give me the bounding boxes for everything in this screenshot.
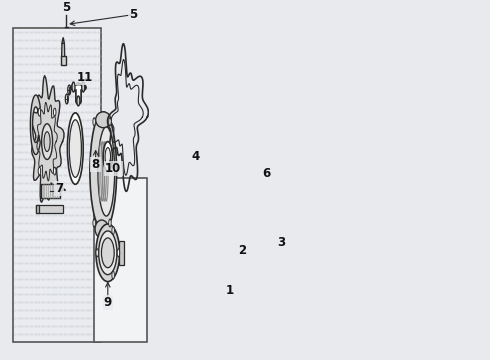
Text: 2: 2: [238, 244, 246, 257]
Circle shape: [93, 118, 96, 126]
Text: 8: 8: [92, 158, 100, 171]
Polygon shape: [30, 95, 40, 154]
Ellipse shape: [68, 113, 83, 184]
Ellipse shape: [101, 238, 114, 268]
Circle shape: [82, 82, 85, 92]
Circle shape: [103, 141, 112, 171]
Ellipse shape: [98, 127, 115, 216]
Circle shape: [68, 85, 71, 95]
Ellipse shape: [96, 112, 111, 128]
Circle shape: [38, 108, 41, 116]
Text: 11: 11: [76, 71, 93, 84]
Circle shape: [117, 249, 120, 257]
Circle shape: [233, 79, 250, 135]
Circle shape: [112, 226, 114, 234]
Bar: [13, 28, 101, 342]
Ellipse shape: [69, 120, 81, 177]
Circle shape: [112, 271, 114, 279]
Text: 4: 4: [191, 150, 199, 163]
Circle shape: [109, 219, 111, 227]
Circle shape: [44, 132, 50, 152]
Circle shape: [53, 167, 56, 175]
Circle shape: [93, 219, 96, 227]
Circle shape: [237, 93, 245, 121]
Circle shape: [42, 124, 52, 159]
Bar: [120, 241, 123, 265]
Polygon shape: [31, 76, 64, 202]
Circle shape: [65, 94, 68, 104]
Text: 1: 1: [225, 284, 233, 297]
Circle shape: [105, 148, 111, 166]
Ellipse shape: [96, 224, 120, 282]
Bar: [36, 205, 63, 213]
Circle shape: [96, 249, 98, 257]
Circle shape: [240, 102, 243, 112]
Ellipse shape: [200, 116, 203, 122]
Bar: [61, 56, 66, 65]
Circle shape: [271, 93, 279, 121]
Ellipse shape: [95, 220, 108, 238]
Circle shape: [269, 85, 282, 129]
Polygon shape: [62, 37, 64, 43]
Text: 7: 7: [55, 182, 63, 195]
Text: 5: 5: [129, 8, 138, 21]
Text: 3: 3: [277, 237, 285, 249]
Bar: [95, 178, 147, 342]
Circle shape: [72, 82, 75, 92]
Text: 9: 9: [104, 296, 112, 309]
Text: 5: 5: [62, 1, 71, 14]
Polygon shape: [62, 43, 65, 57]
Bar: [36, 205, 40, 213]
Circle shape: [109, 118, 111, 126]
Ellipse shape: [90, 112, 117, 231]
Circle shape: [77, 96, 80, 106]
Text: 6: 6: [263, 167, 271, 180]
Circle shape: [53, 108, 56, 116]
FancyBboxPatch shape: [41, 184, 60, 198]
Circle shape: [230, 69, 253, 145]
Text: 10: 10: [105, 162, 122, 175]
Ellipse shape: [98, 231, 117, 275]
Circle shape: [38, 167, 41, 175]
